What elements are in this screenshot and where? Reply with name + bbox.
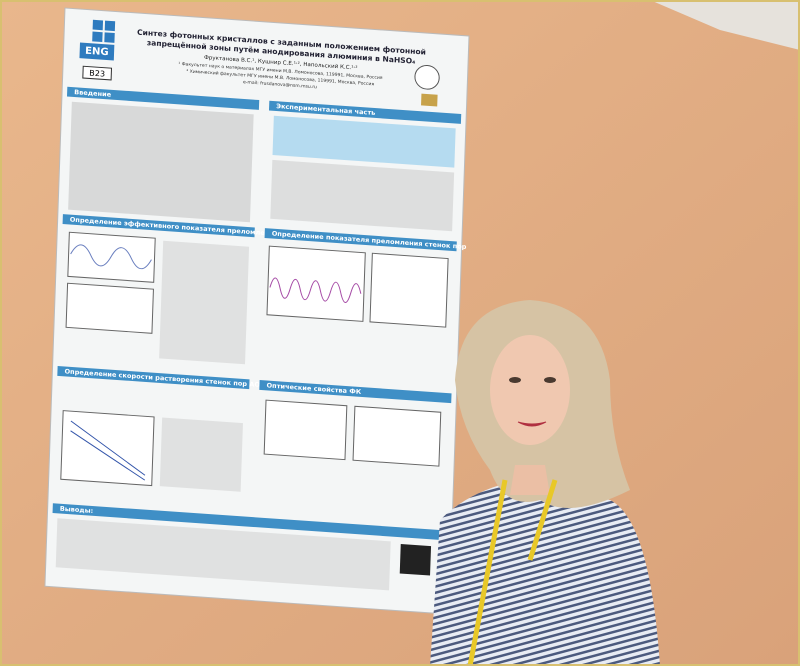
body-text <box>159 240 250 365</box>
section-title: Введение <box>74 88 112 98</box>
figures <box>60 399 442 487</box>
shirt <box>430 480 660 666</box>
lips <box>517 421 547 427</box>
eye <box>509 377 521 383</box>
section-header <box>268 100 462 124</box>
eng-logo: ENG <box>79 19 116 61</box>
qr-code <box>399 544 432 576</box>
eye <box>544 377 556 383</box>
poster: ENG B23 Синтез фотонных кристаллов с зад… <box>44 7 470 615</box>
person <box>430 300 660 666</box>
section-header <box>52 503 447 541</box>
section-header <box>264 228 457 252</box>
section-header <box>259 380 452 404</box>
section-header <box>57 366 250 390</box>
body-text <box>68 101 456 232</box>
lanyard <box>467 479 558 666</box>
ceiling <box>650 0 800 50</box>
code-box <box>82 65 113 81</box>
fnm-logo <box>421 93 438 107</box>
face <box>490 335 570 445</box>
section-title: Выводы: <box>60 505 94 515</box>
email: e-mail: frusdanova@nsm.msu.ru <box>243 79 317 90</box>
section-header <box>66 86 260 110</box>
body-text <box>159 417 243 492</box>
section-header <box>62 214 255 238</box>
neck <box>510 465 550 495</box>
figures <box>65 231 449 334</box>
body-text <box>55 518 391 591</box>
code: B23 <box>89 69 105 79</box>
msu-emblem <box>414 65 440 90</box>
logo-text: ENG <box>85 46 109 58</box>
